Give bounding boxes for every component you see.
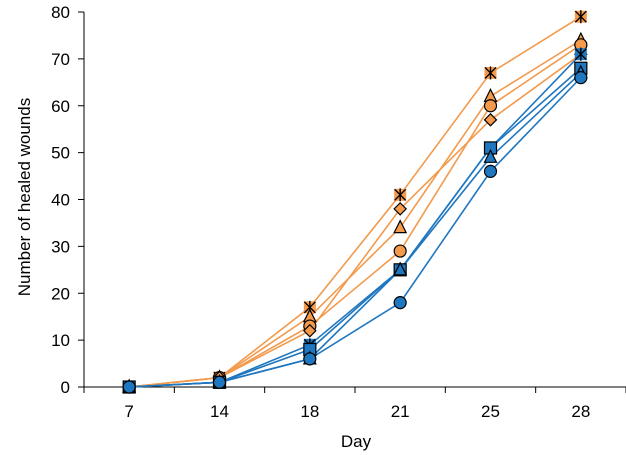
series-line-2 xyxy=(129,39,582,388)
x-tick-label: 18 xyxy=(300,402,319,421)
circle-icon xyxy=(303,352,317,366)
series-line-6 xyxy=(129,67,582,388)
data-point xyxy=(393,296,407,310)
data-point xyxy=(483,148,498,163)
y-tick-label: 70 xyxy=(51,50,70,69)
data-point xyxy=(393,202,408,216)
x-tick-label: 21 xyxy=(391,402,410,421)
circle-icon xyxy=(393,244,407,258)
circle-icon xyxy=(483,164,498,178)
x-tick-label: 7 xyxy=(124,402,133,421)
data-point xyxy=(302,323,317,338)
data-point xyxy=(574,10,587,24)
data-point xyxy=(483,164,498,178)
series-line-4 xyxy=(129,53,582,388)
y-tick-label: 10 xyxy=(51,331,70,350)
series-markers-6 xyxy=(122,61,588,394)
triangle-icon xyxy=(393,261,408,276)
series-markers-7 xyxy=(122,64,588,393)
x-tick-label: 25 xyxy=(481,402,500,421)
diamond-icon xyxy=(483,112,498,127)
circle-icon xyxy=(483,99,498,113)
y-tick-label: 60 xyxy=(51,97,70,116)
data-point xyxy=(483,112,498,127)
data-point xyxy=(394,188,407,202)
triangle-icon xyxy=(483,148,498,163)
series-markers-3 xyxy=(122,38,588,394)
y-tick-label: 30 xyxy=(51,237,70,256)
x-axis-title: Day xyxy=(341,432,372,451)
circle-icon xyxy=(574,71,588,85)
data-point xyxy=(212,375,227,389)
circle-icon xyxy=(393,296,407,310)
diamond-icon xyxy=(393,202,408,216)
diamond-icon xyxy=(302,323,317,338)
x-tick-label: 14 xyxy=(210,402,229,421)
data-point xyxy=(574,71,588,85)
y-tick-label: 50 xyxy=(51,144,70,163)
data-point xyxy=(393,244,407,258)
data-point xyxy=(483,99,498,113)
series-line-8 xyxy=(129,77,582,388)
data-point xyxy=(574,47,587,61)
data-point xyxy=(303,300,316,314)
y-axis-title: Number of healed wounds xyxy=(15,98,34,296)
series-line-7 xyxy=(129,72,582,388)
x-tick-label: 28 xyxy=(571,402,590,421)
y-tick-label: 0 xyxy=(61,378,70,397)
circle-icon xyxy=(212,375,227,389)
series-markers-8 xyxy=(122,71,588,394)
axes: 0 10 20 30 40 50 60 70 80 7 14 18 21 25 28 xyxy=(51,3,626,421)
y-tick-label: 20 xyxy=(51,284,70,303)
series-markers-1 xyxy=(123,10,587,394)
series-layer xyxy=(122,10,588,394)
data-point xyxy=(393,219,408,234)
series-line-3 xyxy=(129,44,582,388)
data-point xyxy=(303,352,317,366)
y-tick-label: 40 xyxy=(51,191,70,210)
y-tick-label: 80 xyxy=(51,3,70,22)
data-point xyxy=(484,66,497,80)
data-point xyxy=(393,261,408,276)
circle-icon xyxy=(122,380,136,394)
data-point xyxy=(122,380,136,394)
triangle-icon xyxy=(393,219,408,234)
